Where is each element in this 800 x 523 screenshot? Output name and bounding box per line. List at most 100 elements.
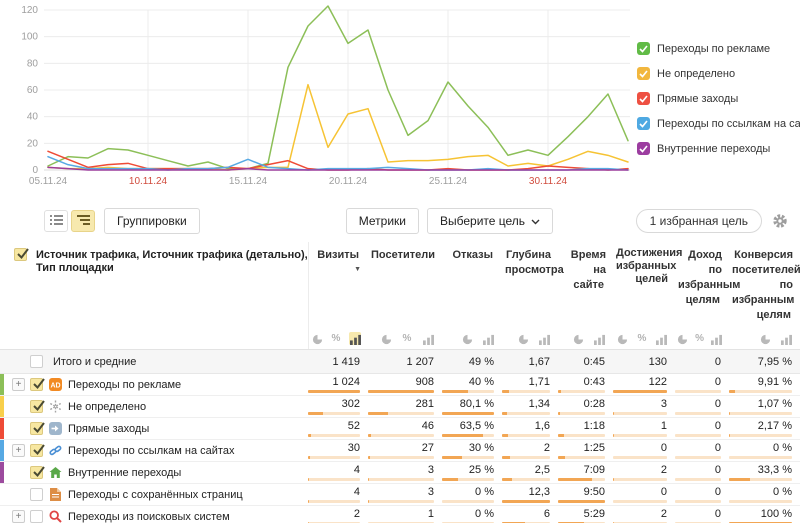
- legend-item-3[interactable]: Переходы по ссылкам на сайтах: [637, 111, 800, 136]
- help-info-icon[interactable]: Отказы: [452, 249, 493, 261]
- pie-chart-icon[interactable]: [758, 332, 772, 345]
- expand-row-button[interactable]: +: [12, 378, 25, 391]
- row-checkbox[interactable]: [30, 378, 45, 391]
- column-title[interactable]: Глубина просмотра: [505, 247, 564, 277]
- column-title[interactable]: Доход по избранным целям: [678, 247, 740, 307]
- metric-cell: 2: [308, 508, 368, 523]
- toolbar-right: 1 избранная цель: [635, 209, 788, 233]
- metric-cell: 1: [368, 508, 442, 523]
- help-info-icon[interactable]: Доход по избранным целям: [678, 249, 741, 306]
- bar-chart-icon[interactable]: [655, 332, 668, 345]
- pie-chart-icon[interactable]: [616, 332, 629, 345]
- legend-label: Внутренние переходы: [657, 142, 771, 155]
- metric-cell: 0 %: [442, 486, 502, 503]
- row-label[interactable]: Прямые заходы: [68, 422, 150, 435]
- row-checkbox[interactable]: [30, 422, 45, 435]
- svg-text:05.11.24: 05.11.24: [29, 176, 68, 187]
- metric-cell: 1,34: [502, 398, 558, 415]
- metric-cell: 49 %: [442, 356, 502, 368]
- expand-row-button[interactable]: +: [12, 444, 25, 457]
- row-label[interactable]: Внутренние переходы: [68, 466, 182, 479]
- column-title[interactable]: Отказы: [445, 247, 495, 262]
- column-title[interactable]: Конверсия посетителей по избранным целям: [732, 247, 800, 322]
- help-info-icon[interactable]: Визиты: [317, 249, 359, 261]
- metric-value: 49 %: [468, 355, 494, 368]
- bar-chart-icon[interactable]: [349, 332, 361, 345]
- column-title[interactable]: Время на сайте: [561, 247, 606, 292]
- row-label[interactable]: Переходы по ссылкам на сайтах: [68, 444, 235, 457]
- selected-goal-pill[interactable]: 1 избранная цель: [635, 209, 762, 233]
- row-label[interactable]: Переходы с сохранённых страниц: [68, 488, 243, 501]
- metrics-button[interactable]: Метрики: [345, 208, 419, 234]
- row-checkbox[interactable]: [30, 444, 45, 457]
- pie-chart-icon[interactable]: [571, 332, 585, 345]
- column-title[interactable]: Посетители: [371, 247, 435, 262]
- bar-chart-icon[interactable]: [421, 332, 435, 345]
- legend-checkbox[interactable]: [637, 42, 650, 55]
- legend-item-4[interactable]: Внутренние переходы: [637, 136, 792, 161]
- display-mode-icons: [445, 332, 495, 345]
- metric-value: 63,5 %: [459, 420, 494, 432]
- column-title[interactable]: Визиты ▼: [311, 247, 361, 276]
- help-info-icon[interactable]: Посетители: [371, 249, 435, 261]
- pie-chart-icon[interactable]: [460, 332, 474, 345]
- expand-row-button[interactable]: +: [12, 510, 25, 523]
- table-row: Внутренние переходы 4 3 25 % 2,5 7:09 2 0 33,3 %: [0, 462, 800, 484]
- row-checkbox[interactable]: [30, 488, 43, 501]
- value-bar: [675, 412, 721, 415]
- bar-chart-icon[interactable]: [779, 332, 793, 345]
- tree-view-button[interactable]: [71, 210, 95, 232]
- help-info-icon[interactable]: Глубина просмотра: [505, 249, 564, 276]
- column-title[interactable]: Достижения избранных целей: [616, 247, 683, 285]
- pie-chart-icon[interactable]: [516, 332, 530, 345]
- row-checkbox[interactable]: [30, 510, 43, 523]
- sort-desc-icon: ▼: [354, 266, 361, 273]
- bar-chart-icon[interactable]: [537, 332, 551, 345]
- metric-cell: 302: [308, 398, 368, 415]
- bar-chart-icon[interactable]: [481, 332, 495, 345]
- list-view-icon: [49, 214, 63, 229]
- legend-checkbox[interactable]: [637, 117, 650, 130]
- pie-chart-icon[interactable]: [311, 332, 323, 345]
- metric-value: 33,3 %: [757, 464, 792, 476]
- percent-icon[interactable]: %: [637, 333, 647, 344]
- total-row: Итого и средние 1 419 1 207 49 % 1,67 0:45 130…: [0, 350, 800, 374]
- pie-chart-icon[interactable]: [379, 332, 393, 345]
- legend-item-2[interactable]: Прямые заходы: [637, 86, 792, 111]
- row-label[interactable]: Переходы по рекламе: [68, 378, 182, 391]
- pie-chart-icon[interactable]: [677, 332, 688, 345]
- legend-item-1[interactable]: Не определено: [637, 61, 792, 86]
- help-info-icon[interactable]: Время на сайте: [570, 249, 606, 291]
- row-label[interactable]: Переходы из поисковых систем: [68, 510, 230, 523]
- row-checkbox[interactable]: [30, 466, 45, 479]
- groupings-button[interactable]: Группировки: [104, 208, 200, 234]
- metric-cell: 0: [613, 442, 675, 459]
- list-view-button[interactable]: [44, 210, 68, 232]
- percent-icon[interactable]: %: [695, 333, 704, 344]
- help-info-icon[interactable]: Конверсия посетителей по избранным целям: [732, 249, 800, 321]
- bar-chart-icon[interactable]: [592, 332, 606, 345]
- value-bar: [675, 478, 721, 481]
- legend-checkbox[interactable]: [637, 92, 650, 105]
- metric-value: 52: [347, 420, 360, 432]
- value-bar: [675, 500, 721, 503]
- row-checkbox[interactable]: [30, 355, 43, 368]
- legend-checkbox[interactable]: [637, 67, 650, 80]
- svg-text:0: 0: [32, 165, 38, 176]
- value-bar: [308, 390, 360, 393]
- metric-value: 3: [427, 486, 434, 498]
- legend-item-0[interactable]: Переходы по рекламе: [637, 36, 792, 61]
- select-goal-dropdown[interactable]: Выберите цель: [426, 208, 554, 234]
- gear-icon[interactable]: [772, 213, 788, 229]
- percent-icon[interactable]: %: [402, 333, 412, 344]
- select-all-checkbox[interactable]: [14, 248, 29, 261]
- value-bar: [613, 434, 667, 437]
- percent-icon[interactable]: %: [331, 333, 341, 344]
- total-row-label: Итого и средние: [53, 355, 137, 368]
- legend-checkbox[interactable]: [637, 142, 650, 155]
- metric-cell: 0: [675, 486, 729, 503]
- row-checkbox[interactable]: [30, 400, 45, 413]
- row-label[interactable]: Не определено: [68, 400, 147, 413]
- bar-chart-icon[interactable]: [711, 332, 722, 345]
